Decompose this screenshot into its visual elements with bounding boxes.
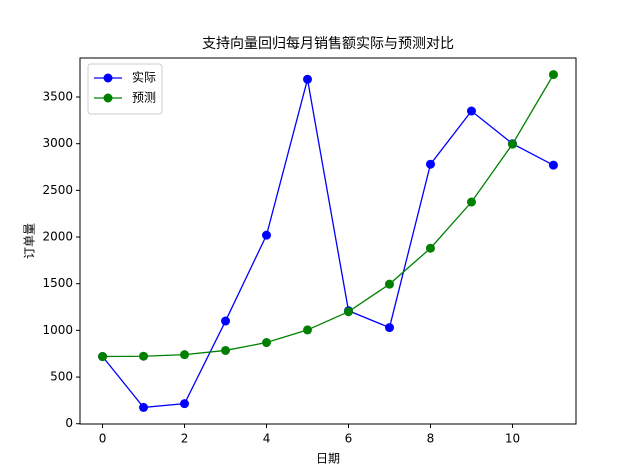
data-point xyxy=(180,350,190,360)
data-point xyxy=(303,325,313,335)
y-tick-label: 3500 xyxy=(42,90,73,104)
data-point xyxy=(262,338,272,348)
data-point xyxy=(98,352,108,362)
y-tick-label: 2500 xyxy=(42,183,73,197)
data-point xyxy=(221,345,231,355)
series-line xyxy=(102,74,555,358)
data-point xyxy=(384,323,394,333)
series-line xyxy=(102,79,554,409)
data-point xyxy=(384,279,394,289)
x-tick-label: 6 xyxy=(345,432,353,446)
y-tick-label: 1500 xyxy=(42,276,73,290)
y-tick-label: 1000 xyxy=(42,323,73,337)
data-point xyxy=(466,197,476,207)
x-axis-label: 日期 xyxy=(316,452,340,466)
data-point xyxy=(548,70,558,80)
data-point xyxy=(139,351,149,361)
x-tick-label: 10 xyxy=(505,432,520,446)
chart-title: 支持向量回归每月销售额实际与预测对比 xyxy=(202,35,454,52)
legend-marker xyxy=(103,93,113,103)
x-tick-label: 4 xyxy=(263,432,271,446)
y-tick-label: 500 xyxy=(50,370,73,384)
data-point xyxy=(262,230,272,240)
data-point xyxy=(139,402,149,412)
legend-marker xyxy=(103,73,113,83)
data-point xyxy=(548,160,558,170)
data-point xyxy=(303,74,313,84)
data-point xyxy=(466,106,476,116)
x-tick-label: 0 xyxy=(99,432,107,446)
y-tick-label: 3000 xyxy=(42,136,73,150)
data-point xyxy=(507,139,517,149)
legend-label: 实际 xyxy=(132,70,156,85)
data-point xyxy=(221,316,231,326)
data-point xyxy=(425,159,435,169)
legend-label: 预测 xyxy=(132,91,156,105)
data-point xyxy=(425,243,435,253)
axes-frame xyxy=(79,57,577,425)
x-tick-label: 8 xyxy=(427,432,435,446)
data-point xyxy=(180,399,190,409)
data-point xyxy=(343,307,353,317)
y-axis-label: 订单量 xyxy=(23,223,37,259)
y-tick-label: 2000 xyxy=(42,230,73,244)
y-tick-label: 0 xyxy=(65,416,73,430)
x-tick-label: 2 xyxy=(181,432,189,446)
